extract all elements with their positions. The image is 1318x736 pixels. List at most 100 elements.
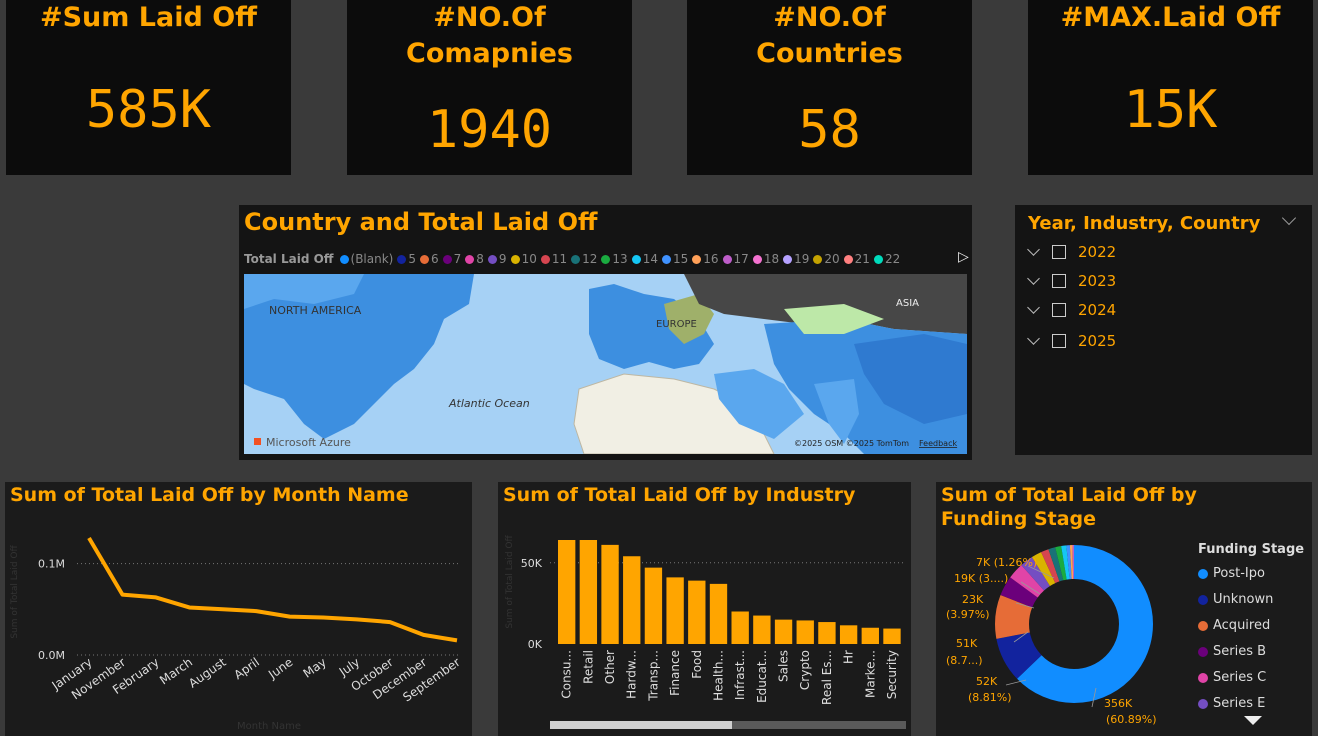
map-legend-item[interactable]: 14 <box>631 252 658 266</box>
map-legend-label: 7 <box>453 252 462 266</box>
funding-donut-chart[interactable]: 7K (1.26%) 19K (3....) 23K (3.97%) 51K (8.7..… <box>936 482 1196 736</box>
checkbox[interactable] <box>1052 274 1066 288</box>
y-axis-title: Sum of Total Laid Off <box>10 545 20 639</box>
checkbox[interactable] <box>1052 245 1066 259</box>
expand-chevron-icon[interactable] <box>1027 242 1040 256</box>
map-legend-label: 11 <box>551 252 568 266</box>
bar[interactable] <box>644 567 663 644</box>
bar[interactable] <box>796 620 814 644</box>
map-legend-item[interactable]: 16 <box>692 252 719 266</box>
funding-legend-item[interactable]: Series B <box>1198 644 1266 659</box>
leader-line <box>1015 602 1035 609</box>
x-tick-label: Crypto <box>798 650 812 690</box>
map-label-north-america: NORTH AMERICA <box>269 304 362 317</box>
map-legend-item[interactable]: 20 <box>813 252 840 266</box>
slicer-item-2025[interactable]: 2025 <box>1027 331 1116 350</box>
map-legend-item[interactable]: 22 <box>873 252 901 266</box>
map-canvas[interactable]: NORTH AMERICA EUROPE ASIA Atlantic Ocean… <box>244 274 967 454</box>
map-legend-item[interactable]: 15 <box>661 252 689 266</box>
map-legend-item[interactable]: 21 <box>843 252 870 266</box>
slicer-item-2024[interactable]: 2024 <box>1027 300 1116 319</box>
bar[interactable] <box>883 628 901 644</box>
month-chart-panel[interactable]: Sum of Total Laid Off by Month Name 0.0M… <box>5 482 472 736</box>
expand-chevron-icon[interactable] <box>1027 271 1040 285</box>
data-label: 356K <box>1104 697 1133 710</box>
data-label: (3.97%) <box>946 608 990 621</box>
map-legend-label: 22 <box>884 252 901 266</box>
map-legend-item[interactable]: 7 <box>442 252 462 266</box>
checkbox[interactable] <box>1052 334 1066 348</box>
map-legend-item[interactable]: 5 <box>397 252 416 266</box>
map-legend-item[interactable]: 10 <box>510 252 537 266</box>
donut-slices <box>995 545 1153 703</box>
map-legend-item[interactable]: 19 <box>783 252 809 266</box>
map-europe <box>589 284 714 369</box>
kpi-card-max-laid-off: #MAX.Laid Off 15K <box>1028 0 1313 175</box>
expand-chevron-icon[interactable] <box>1027 300 1040 314</box>
funding-legend-item[interactable]: Unknown <box>1198 592 1273 607</box>
industry-bar-chart[interactable]: 0K 50K Sum of Total Laid Off Consu... Retail… <box>498 482 911 736</box>
map-legend-item[interactable]: 8 <box>465 252 484 266</box>
bar[interactable] <box>579 540 598 644</box>
map-attribution: ©2025 OSM ©2025 TomTom <box>794 439 909 448</box>
industry-chart-panel[interactable]: Sum of Total Laid Off by Industry 0K 50K S… <box>498 482 911 736</box>
map-legend-item[interactable]: 17 <box>722 252 749 266</box>
map-legend-item[interactable]: 18 <box>752 252 779 266</box>
map-legend-item[interactable]: 13 <box>601 252 628 266</box>
legend-next-arrow-icon[interactable]: ▷ <box>958 249 969 265</box>
bar[interactable] <box>666 577 684 644</box>
bar[interactable] <box>709 583 728 644</box>
slicer-item-2022[interactable]: 2022 <box>1027 242 1116 261</box>
legend-dot-icon <box>465 254 475 264</box>
legend-dot-icon <box>487 254 497 264</box>
map-legend-item[interactable]: 9 <box>487 252 507 266</box>
legend-dot-icon <box>540 254 550 264</box>
x-tick-label: Other <box>603 650 617 684</box>
legend-dot-icon <box>339 254 349 264</box>
bar[interactable] <box>601 544 619 644</box>
legend-scroll-down-icon[interactable] <box>1244 716 1262 725</box>
funding-legend-item[interactable]: Series C <box>1198 670 1266 685</box>
bar[interactable] <box>688 580 706 644</box>
map-legend-item[interactable]: 12 <box>571 252 597 266</box>
y-tick-label: 0K <box>528 638 543 651</box>
funding-legend-item[interactable]: Acquired <box>1198 618 1270 633</box>
donut-slice[interactable] <box>995 545 1153 703</box>
x-tick-label: Hardw... <box>625 650 639 699</box>
x-tick-label: Retail <box>581 650 595 684</box>
legend-dot-icon <box>1198 646 1208 657</box>
bar[interactable] <box>818 622 836 644</box>
bar[interactable] <box>861 627 879 644</box>
expand-chevron-icon[interactable] <box>1027 331 1040 345</box>
series-line[interactable] <box>87 536 458 643</box>
donut-slice[interactable] <box>995 545 1153 703</box>
bar[interactable] <box>753 615 771 644</box>
map-legend-item[interactable]: (Blank) <box>339 252 393 266</box>
map-legend-label: 8 <box>476 252 484 266</box>
funding-legend-item[interactable]: Post-Ipo <box>1198 566 1265 581</box>
funding-legend-item[interactable]: Series E <box>1198 696 1265 711</box>
bar[interactable] <box>839 625 858 644</box>
horizontal-scrollbar[interactable] <box>550 721 906 729</box>
funding-legend-label: Unknown <box>1213 592 1274 607</box>
map-legend-item[interactable]: 11 <box>540 252 568 266</box>
map-legend-label: 15 <box>672 252 689 266</box>
bar[interactable] <box>558 540 576 644</box>
map-visual[interactable]: Country and Total Laid Off Total Laid Of… <box>239 205 972 460</box>
scrollbar-thumb[interactable] <box>550 721 732 729</box>
industry-chart-title: Sum of Total Laid Off by Industry <box>503 484 856 506</box>
slicer-collapse-chevron-icon[interactable] <box>1281 210 1297 226</box>
slicer-item-2023[interactable]: 2023 <box>1027 271 1116 290</box>
map-feedback-link[interactable]: Feedback <box>919 439 957 448</box>
slicer-title: Year, Industry, Country <box>1028 213 1261 234</box>
bar[interactable] <box>623 556 641 644</box>
data-label: (60.89%) <box>1106 713 1157 726</box>
bar[interactable] <box>731 611 749 645</box>
checkbox[interactable] <box>1052 303 1066 317</box>
x-tick-label: Security <box>885 650 899 699</box>
map-legend-item[interactable]: 6 <box>420 252 439 266</box>
month-line-chart[interactable]: 0.0M 0.1M Sum of Total Laid Off Month Name J… <box>5 482 472 736</box>
bar[interactable] <box>774 619 793 644</box>
map-label-asia: ASIA <box>896 298 919 309</box>
funding-chart-panel[interactable]: Sum of Total Laid Off by Funding Stage 7… <box>936 482 1312 736</box>
